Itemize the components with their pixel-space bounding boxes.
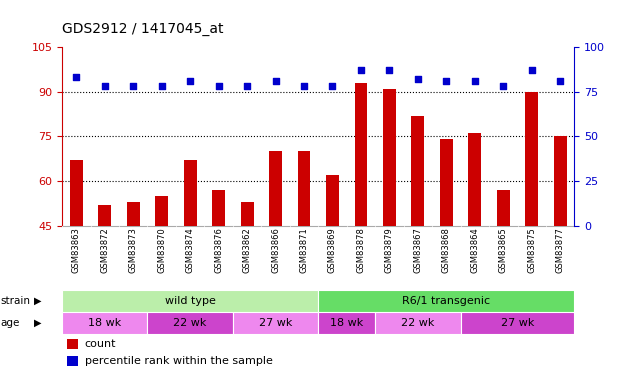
Text: 22 wk: 22 wk bbox=[173, 318, 207, 328]
Point bbox=[299, 83, 309, 89]
Bar bbox=[440, 140, 453, 226]
Bar bbox=[62, 290, 319, 312]
Text: percentile rank within the sample: percentile rank within the sample bbox=[84, 356, 273, 366]
Bar bbox=[67, 339, 78, 349]
Point bbox=[413, 76, 423, 82]
Text: GDS2912 / 1417045_at: GDS2912 / 1417045_at bbox=[62, 22, 224, 36]
Point bbox=[555, 78, 565, 84]
Bar bbox=[355, 83, 368, 226]
Bar bbox=[412, 116, 424, 226]
Text: GSM83874: GSM83874 bbox=[186, 227, 194, 273]
Point bbox=[384, 67, 394, 73]
Bar bbox=[525, 92, 538, 226]
Text: 27 wk: 27 wk bbox=[259, 318, 292, 328]
Bar bbox=[468, 134, 481, 226]
Text: GSM83864: GSM83864 bbox=[470, 227, 479, 273]
Bar bbox=[184, 160, 197, 226]
Bar bbox=[67, 356, 78, 366]
Text: GSM83879: GSM83879 bbox=[385, 227, 394, 273]
Text: 18 wk: 18 wk bbox=[330, 318, 363, 328]
Bar bbox=[98, 205, 111, 226]
Point bbox=[498, 83, 508, 89]
Text: GSM83873: GSM83873 bbox=[129, 227, 138, 273]
Text: ▶: ▶ bbox=[34, 318, 41, 328]
Bar bbox=[326, 175, 339, 226]
Bar bbox=[127, 202, 140, 226]
Point bbox=[156, 83, 166, 89]
Bar bbox=[148, 312, 233, 333]
Bar bbox=[62, 312, 148, 333]
Text: GSM83871: GSM83871 bbox=[299, 227, 309, 273]
Point bbox=[356, 67, 366, 73]
Point bbox=[71, 74, 81, 80]
Point bbox=[100, 83, 110, 89]
Bar bbox=[241, 202, 253, 226]
Bar bbox=[297, 152, 310, 226]
Text: GSM83868: GSM83868 bbox=[442, 227, 451, 273]
Point bbox=[327, 83, 337, 89]
Text: strain: strain bbox=[1, 296, 30, 306]
Text: GSM83866: GSM83866 bbox=[271, 227, 280, 273]
Bar bbox=[375, 312, 461, 333]
Text: GSM83865: GSM83865 bbox=[499, 227, 508, 273]
Text: 18 wk: 18 wk bbox=[88, 318, 122, 328]
Bar bbox=[269, 152, 282, 226]
Bar bbox=[318, 312, 375, 333]
Bar bbox=[70, 160, 83, 226]
Point bbox=[271, 78, 281, 84]
Text: ▶: ▶ bbox=[34, 296, 41, 306]
Text: GSM83878: GSM83878 bbox=[356, 227, 365, 273]
Bar bbox=[212, 190, 225, 226]
Point bbox=[442, 78, 451, 84]
Text: wild type: wild type bbox=[165, 296, 215, 306]
Text: GSM83876: GSM83876 bbox=[214, 227, 223, 273]
Point bbox=[527, 67, 537, 73]
Text: GSM83863: GSM83863 bbox=[72, 227, 81, 273]
Text: GSM83867: GSM83867 bbox=[414, 227, 422, 273]
Point bbox=[185, 78, 195, 84]
Text: 27 wk: 27 wk bbox=[501, 318, 534, 328]
Text: 22 wk: 22 wk bbox=[401, 318, 435, 328]
Point bbox=[470, 78, 480, 84]
Text: GSM83862: GSM83862 bbox=[243, 227, 252, 273]
Bar bbox=[233, 312, 318, 333]
Bar bbox=[318, 290, 574, 312]
Text: R6/1 transgenic: R6/1 transgenic bbox=[402, 296, 491, 306]
Bar bbox=[155, 196, 168, 226]
Text: GSM83872: GSM83872 bbox=[101, 227, 109, 273]
Text: GSM83877: GSM83877 bbox=[556, 227, 564, 273]
Bar bbox=[497, 190, 510, 226]
Point bbox=[214, 83, 224, 89]
Bar bbox=[554, 136, 566, 226]
Text: GSM83870: GSM83870 bbox=[157, 227, 166, 273]
Text: count: count bbox=[84, 339, 116, 349]
Text: GSM83869: GSM83869 bbox=[328, 227, 337, 273]
Bar bbox=[461, 312, 574, 333]
Text: age: age bbox=[1, 318, 20, 328]
Point bbox=[129, 83, 138, 89]
Bar bbox=[383, 88, 396, 226]
Text: GSM83875: GSM83875 bbox=[527, 227, 536, 273]
Point bbox=[242, 83, 252, 89]
